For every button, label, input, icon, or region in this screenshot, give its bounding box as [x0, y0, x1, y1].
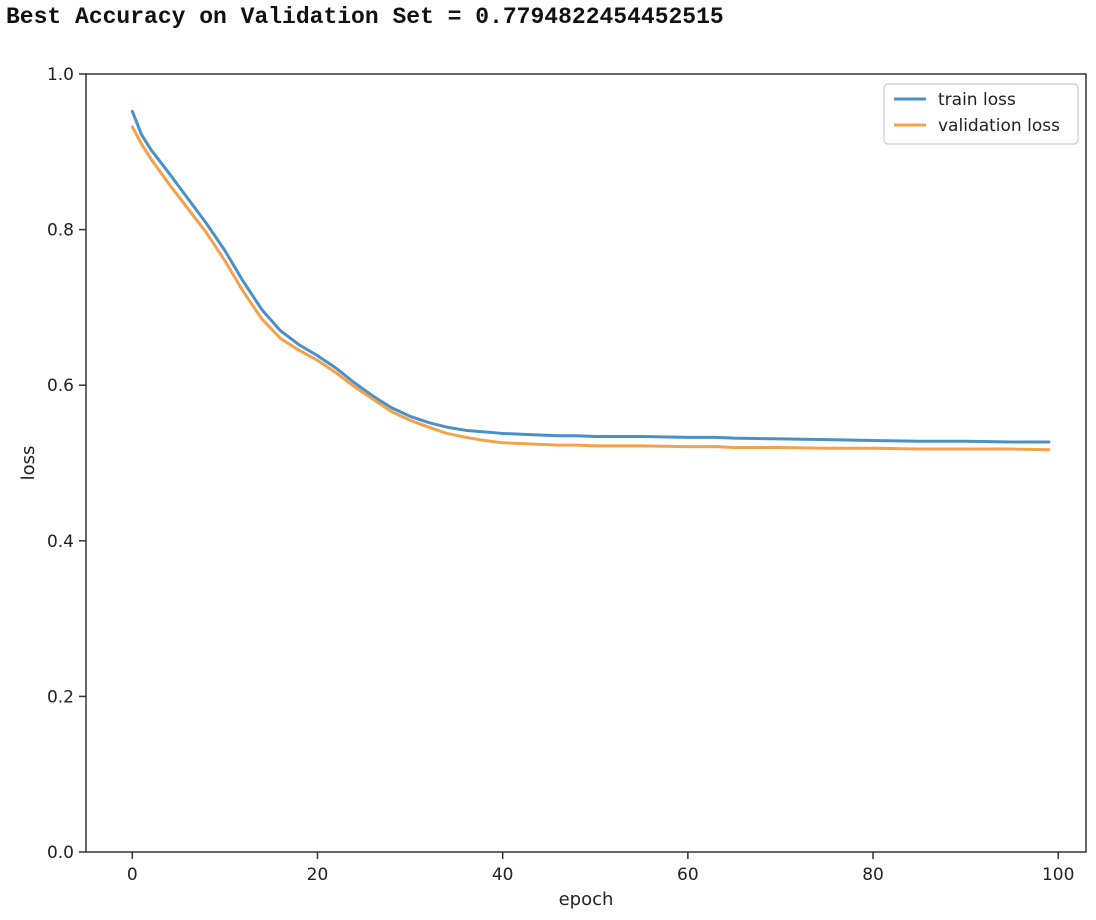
y-tick-label: 0.8: [47, 221, 74, 241]
plot-area: [132, 111, 1049, 449]
x-tick-label: 60: [677, 865, 699, 885]
x-tick-label: 40: [492, 865, 514, 885]
y-tick-label: 1.0: [47, 65, 74, 85]
legend-entry: validation loss: [938, 116, 1060, 136]
y-axis-label: loss: [18, 446, 39, 481]
series-line-validation-loss: [132, 127, 1049, 450]
y-tick-label: 0.4: [47, 532, 74, 552]
x-tick-label: 0: [127, 865, 138, 885]
legend: train loss validation loss: [884, 84, 1078, 144]
x-axis-label: epoch: [559, 889, 614, 910]
x-tick-label: 20: [307, 865, 329, 885]
legend-entry: train loss: [938, 90, 1016, 110]
y-tick-label: 0.6: [47, 376, 74, 396]
y-tick-label: 0.2: [47, 687, 74, 707]
plot-frame: [86, 74, 1086, 852]
series-line-train-loss: [132, 111, 1049, 442]
y-tick-label: 0.0: [47, 843, 74, 863]
axes: 0 20 40 60 80 100 0.0 0.2 0.4 0.6 0.8 1.0 epoch loss: [18, 65, 1086, 910]
x-tick-label: 80: [862, 865, 884, 885]
x-tick-label: 100: [1042, 865, 1074, 885]
